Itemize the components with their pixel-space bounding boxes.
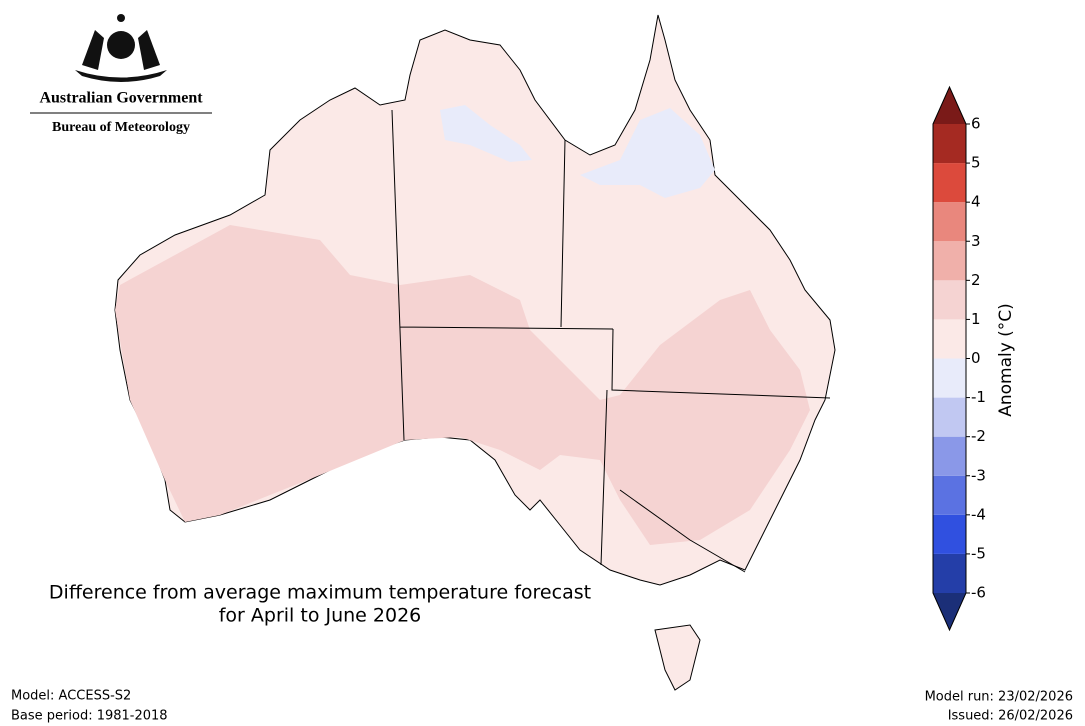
colorbar-tick-label: 3 — [971, 232, 981, 250]
anomaly-neg — [580, 108, 715, 198]
colorbar-band — [933, 241, 966, 281]
colorbar-tick-label: -4 — [971, 505, 986, 523]
colorbar-tick-label: -2 — [971, 427, 986, 445]
crest — [75, 14, 167, 82]
colorbar-tick-label: 0 — [971, 349, 981, 367]
colorbar-tick-label: 6 — [971, 115, 981, 133]
government-name: Australian Government — [39, 90, 203, 107]
colorbar-band — [933, 319, 966, 359]
colorbar-band — [933, 124, 966, 164]
anomaly-neg — [440, 105, 532, 162]
colorbar-band — [933, 280, 966, 320]
colorbar-band — [933, 475, 966, 515]
anomaly-1-2 — [115, 225, 810, 545]
model: Model: ACCESS-S2 — [11, 689, 131, 704]
colorbar-band — [933, 397, 966, 437]
agency-name: Bureau of Meteorology — [52, 120, 190, 135]
australia — [114, 14, 836, 691]
model-run: Model run: 23/02/2026 — [925, 690, 1073, 705]
colorbar-band — [933, 436, 966, 476]
base-period: Base period: 1981-2018 — [11, 709, 168, 724]
tasmania — [654, 624, 701, 691]
colorbar-tick-label: -5 — [971, 544, 986, 562]
colorbar-tick-label: -6 — [971, 584, 986, 602]
colorbar-band — [933, 553, 966, 593]
title: Difference from average maximum temperat… — [49, 582, 591, 604]
colorbar-under — [933, 593, 966, 630]
colorbar: -6 -5 -4 -3 -2 -1 0 1 2 3 4 5 6 — [932, 85, 986, 632]
colorbar-band — [933, 202, 966, 242]
state-borders — [391, 109, 831, 573]
colorbar-band — [933, 514, 966, 554]
colorbar-tick-label: 2 — [971, 271, 981, 289]
colorbar-over — [933, 87, 966, 124]
colorbar-band — [933, 163, 966, 203]
colorbar-tick-label: 4 — [971, 193, 981, 211]
colorbar-tick-label: 5 — [971, 154, 981, 172]
colorbar-tick-label: -1 — [971, 388, 986, 406]
colorbar-band — [933, 358, 966, 398]
colorbar-tick-label: 1 — [971, 310, 981, 328]
title: for April to June 2026 — [219, 605, 422, 627]
colorbar-tick-label: -3 — [971, 466, 986, 484]
issued: Issued: 26/02/2026 — [948, 709, 1073, 724]
colorbar-label: Anomaly (°C) — [996, 303, 1016, 417]
